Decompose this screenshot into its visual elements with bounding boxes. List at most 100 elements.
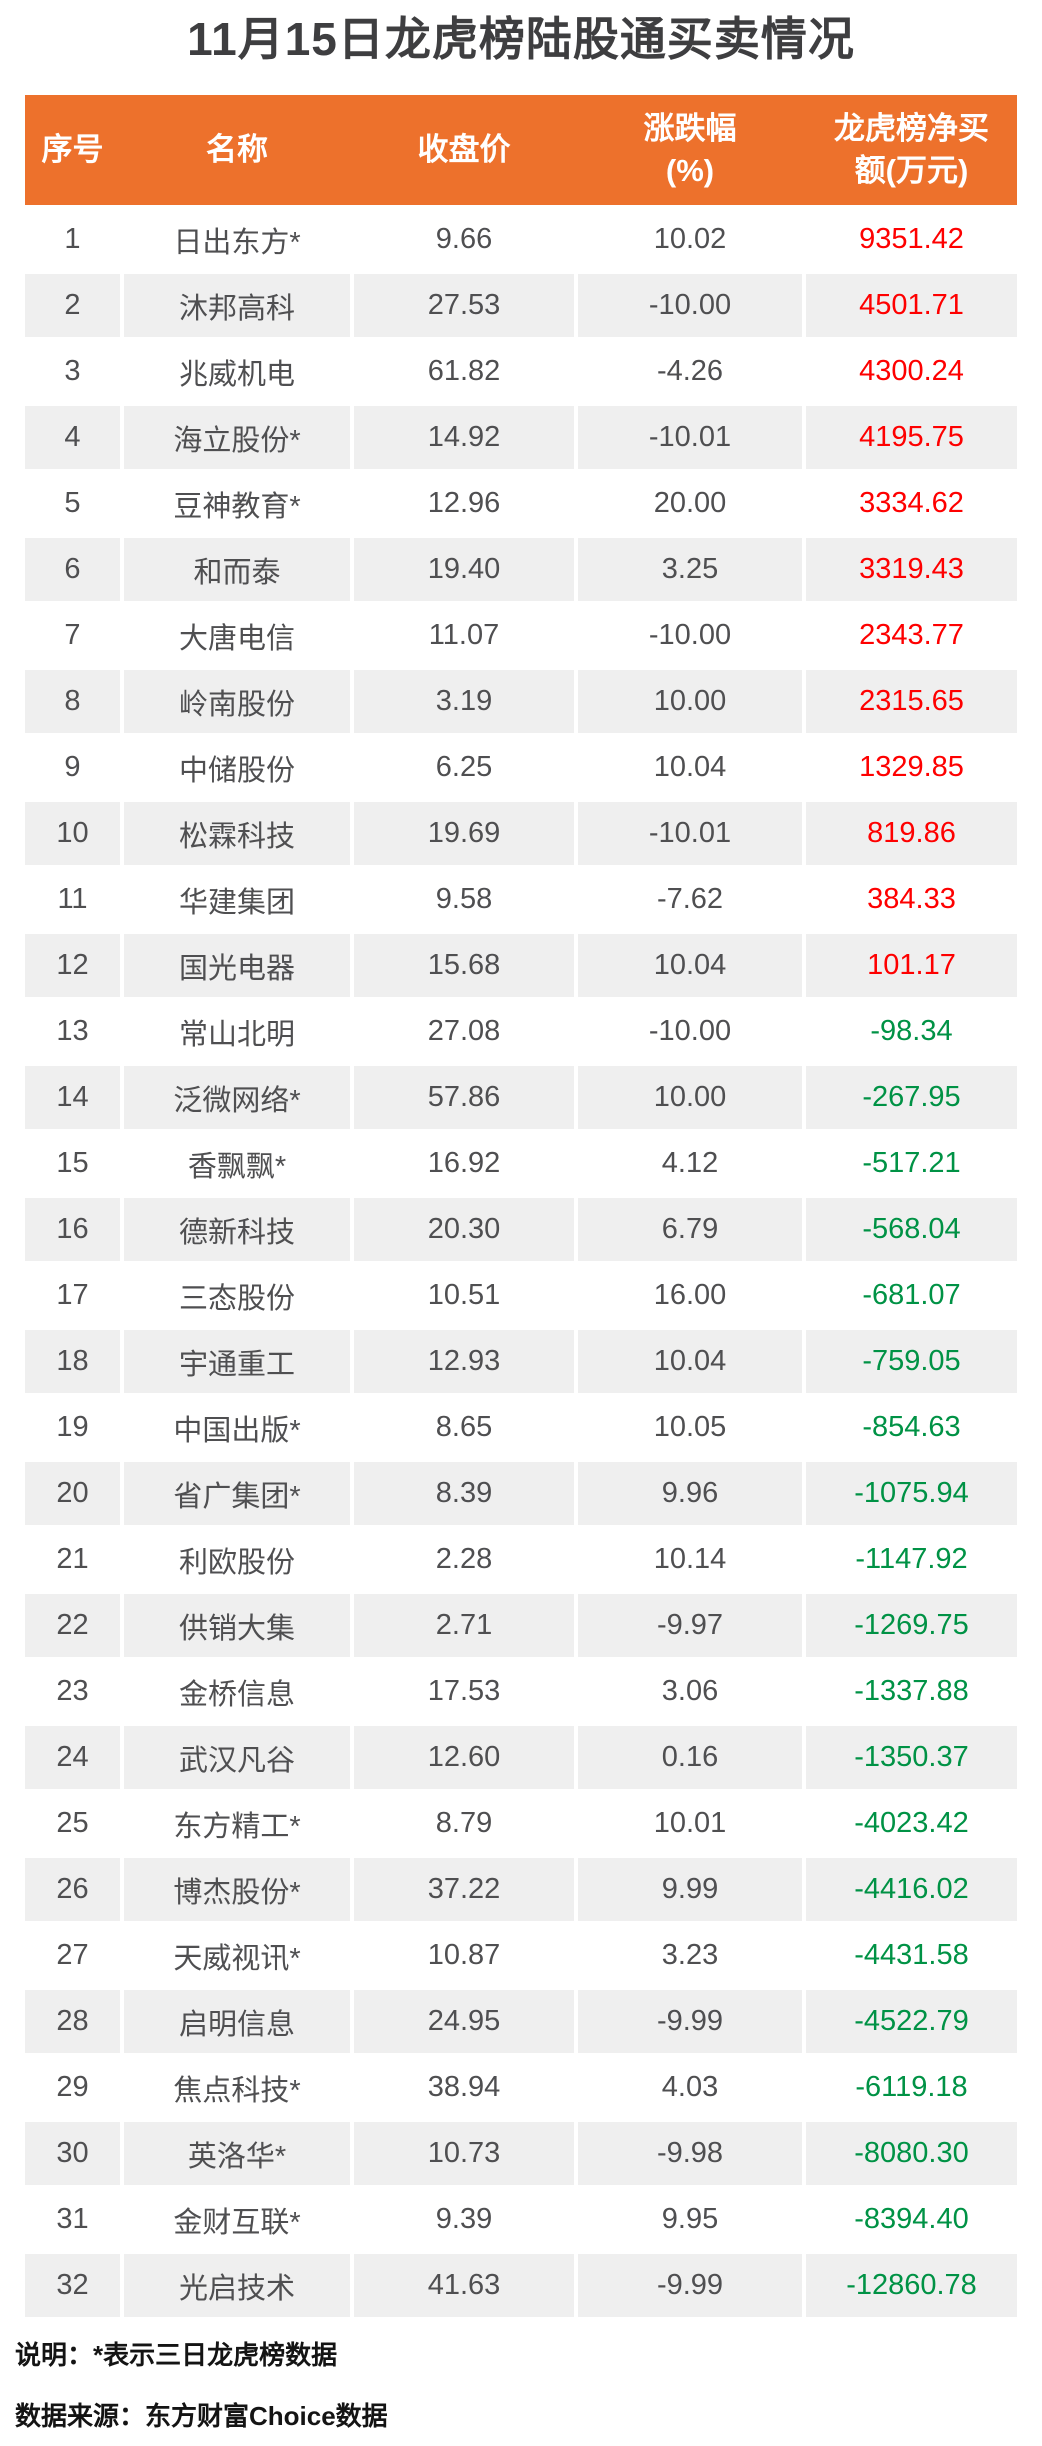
cell-rank: 12 bbox=[25, 934, 120, 997]
cell-close-price: 9.39 bbox=[354, 2188, 574, 2251]
table-row: 14 泛微网络* 57.86 10.00 -267.95 bbox=[25, 1066, 1017, 1129]
cell-rank: 31 bbox=[25, 2188, 120, 2251]
cell-close-price: 17.53 bbox=[354, 1660, 574, 1723]
cell-name: 武汉凡谷 bbox=[124, 1726, 350, 1789]
cell-change-pct: 16.00 bbox=[578, 1264, 802, 1327]
cell-name: 中国出版* bbox=[124, 1396, 350, 1459]
footer-notes: 说明：*表示三日龙虎榜数据 数据来源：东方财富Choice数据 bbox=[15, 2335, 1042, 2433]
cell-change-pct: -10.00 bbox=[578, 274, 802, 337]
table-row: 32 光启技术 41.63 -9.99 -12860.78 bbox=[25, 2254, 1017, 2317]
cell-net-buy: -759.05 bbox=[806, 1330, 1017, 1393]
cell-close-price: 61.82 bbox=[354, 340, 574, 403]
cell-name: 省广集团* bbox=[124, 1462, 350, 1525]
cell-change-pct: 10.00 bbox=[578, 670, 802, 733]
cell-change-pct: 9.96 bbox=[578, 1462, 802, 1525]
cell-net-buy: -98.34 bbox=[806, 1000, 1017, 1063]
cell-net-buy: -517.21 bbox=[806, 1132, 1017, 1195]
page-title: 11月15日龙虎榜陆股通买卖情况 bbox=[187, 13, 855, 65]
cell-name: 大唐电信 bbox=[124, 604, 350, 667]
cell-net-buy: 819.86 bbox=[806, 802, 1017, 865]
cell-close-price: 27.08 bbox=[354, 1000, 574, 1063]
cell-change-pct: 3.25 bbox=[578, 538, 802, 601]
cell-rank: 28 bbox=[25, 1990, 120, 2053]
cell-rank: 32 bbox=[25, 2254, 120, 2317]
cell-change-pct: 9.95 bbox=[578, 2188, 802, 2251]
column-header-netbuy: 龙虎榜净买 额(万元) bbox=[806, 95, 1017, 205]
table-row: 30 英洛华* 10.73 -9.98 -8080.30 bbox=[25, 2122, 1017, 2185]
cell-change-pct: 3.06 bbox=[578, 1660, 802, 1723]
table-header-row: 序号 名称 收盘价 涨跌幅 (%) 龙虎榜净买 额(万元) bbox=[25, 95, 1017, 205]
cell-net-buy: 101.17 bbox=[806, 934, 1017, 997]
column-header-close: 收盘价 bbox=[354, 95, 574, 205]
cell-name: 德新科技 bbox=[124, 1198, 350, 1261]
cell-close-price: 2.28 bbox=[354, 1528, 574, 1591]
cell-net-buy: -1337.88 bbox=[806, 1660, 1017, 1723]
cell-name: 日出东方* bbox=[124, 208, 350, 271]
cell-net-buy: -1147.92 bbox=[806, 1528, 1017, 1591]
cell-name: 供销大集 bbox=[124, 1594, 350, 1657]
cell-change-pct: 6.79 bbox=[578, 1198, 802, 1261]
table-row: 28 启明信息 24.95 -9.99 -4522.79 bbox=[25, 1990, 1017, 2053]
cell-net-buy: -4416.02 bbox=[806, 1858, 1017, 1921]
cell-rank: 9 bbox=[25, 736, 120, 799]
cell-close-price: 24.95 bbox=[354, 1990, 574, 2053]
table-row: 16 德新科技 20.30 6.79 -568.04 bbox=[25, 1198, 1017, 1261]
cell-net-buy: 9351.42 bbox=[806, 208, 1017, 271]
cell-change-pct: -9.99 bbox=[578, 1990, 802, 2053]
cell-name: 豆神教育* bbox=[124, 472, 350, 535]
cell-rank: 17 bbox=[25, 1264, 120, 1327]
cell-change-pct: -9.97 bbox=[578, 1594, 802, 1657]
cell-close-price: 12.93 bbox=[354, 1330, 574, 1393]
table-row: 11 华建集团 9.58 -7.62 384.33 bbox=[25, 868, 1017, 931]
cell-change-pct: 10.01 bbox=[578, 1792, 802, 1855]
cell-change-pct: -10.00 bbox=[578, 604, 802, 667]
cell-close-price: 38.94 bbox=[354, 2056, 574, 2119]
cell-rank: 18 bbox=[25, 1330, 120, 1393]
cell-net-buy: -854.63 bbox=[806, 1396, 1017, 1459]
cell-rank: 5 bbox=[25, 472, 120, 535]
cell-net-buy: 2343.77 bbox=[806, 604, 1017, 667]
table-row: 7 大唐电信 11.07 -10.00 2343.77 bbox=[25, 604, 1017, 667]
cell-rank: 22 bbox=[25, 1594, 120, 1657]
table-row: 5 豆神教育* 12.96 20.00 3334.62 bbox=[25, 472, 1017, 535]
table-row: 13 常山北明 27.08 -10.00 -98.34 bbox=[25, 1000, 1017, 1063]
cell-change-pct: -7.62 bbox=[578, 868, 802, 931]
cell-net-buy: -267.95 bbox=[806, 1066, 1017, 1129]
table-row: 22 供销大集 2.71 -9.97 -1269.75 bbox=[25, 1594, 1017, 1657]
cell-name: 香飘飘* bbox=[124, 1132, 350, 1195]
cell-name: 华建集团 bbox=[124, 868, 350, 931]
cell-name: 英洛华* bbox=[124, 2122, 350, 2185]
cell-net-buy: 3319.43 bbox=[806, 538, 1017, 601]
cell-name: 利欧股份 bbox=[124, 1528, 350, 1591]
cell-net-buy: -1269.75 bbox=[806, 1594, 1017, 1657]
cell-rank: 24 bbox=[25, 1726, 120, 1789]
cell-change-pct: -4.26 bbox=[578, 340, 802, 403]
column-header-rank: 序号 bbox=[25, 95, 120, 205]
cell-close-price: 12.96 bbox=[354, 472, 574, 535]
cell-rank: 3 bbox=[25, 340, 120, 403]
cell-close-price: 10.51 bbox=[354, 1264, 574, 1327]
cell-close-price: 8.79 bbox=[354, 1792, 574, 1855]
column-header-name: 名称 bbox=[124, 95, 350, 205]
cell-close-price: 11.07 bbox=[354, 604, 574, 667]
cell-close-price: 9.66 bbox=[354, 208, 574, 271]
cell-change-pct: 0.16 bbox=[578, 1726, 802, 1789]
table-body: 1 日出东方* 9.66 10.02 9351.42 2 沐邦高科 27.53 -10.00 45… bbox=[25, 208, 1017, 2317]
cell-change-pct: 9.99 bbox=[578, 1858, 802, 1921]
table-row: 8 岭南股份 3.19 10.00 2315.65 bbox=[25, 670, 1017, 733]
cell-change-pct: 4.12 bbox=[578, 1132, 802, 1195]
cell-net-buy: -8080.30 bbox=[806, 2122, 1017, 2185]
cell-net-buy: 2315.65 bbox=[806, 670, 1017, 733]
cell-rank: 30 bbox=[25, 2122, 120, 2185]
cell-rank: 19 bbox=[25, 1396, 120, 1459]
cell-net-buy: 4195.75 bbox=[806, 406, 1017, 469]
cell-rank: 20 bbox=[25, 1462, 120, 1525]
cell-close-price: 41.63 bbox=[354, 2254, 574, 2317]
cell-rank: 15 bbox=[25, 1132, 120, 1195]
note-source: 数据来源：东方财富Choice数据 bbox=[15, 2401, 388, 2431]
cell-net-buy: -681.07 bbox=[806, 1264, 1017, 1327]
cell-close-price: 6.25 bbox=[354, 736, 574, 799]
cell-close-price: 19.69 bbox=[354, 802, 574, 865]
cell-change-pct: 10.04 bbox=[578, 736, 802, 799]
cell-change-pct: 10.02 bbox=[578, 208, 802, 271]
